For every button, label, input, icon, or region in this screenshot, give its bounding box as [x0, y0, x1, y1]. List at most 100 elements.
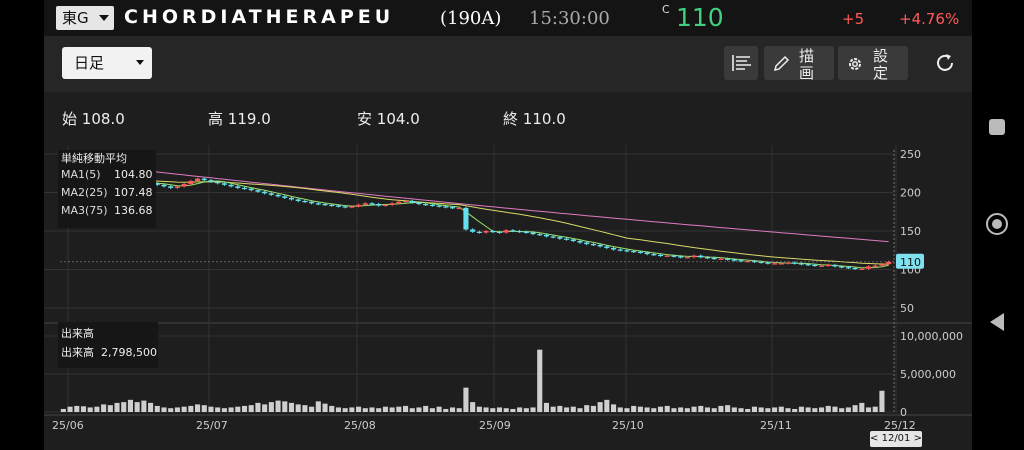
chevron-down-icon: [99, 15, 109, 21]
volume-tick-label: 5,000,000: [900, 368, 956, 381]
quote-time: 15:30:00: [529, 8, 610, 29]
android-nav-bar: [972, 0, 1024, 450]
candle-body: [879, 264, 885, 266]
recent-apps-icon[interactable]: [988, 118, 1006, 136]
volume-bar: [335, 407, 342, 412]
candle-body: [402, 200, 409, 203]
volume-bar: [295, 404, 301, 412]
candle-body: [188, 180, 194, 185]
volume-bar: [785, 408, 791, 412]
ohlc-low: 安 104.0: [357, 108, 420, 129]
volume-bar: [94, 406, 100, 412]
candle-body: [765, 262, 771, 264]
period-select[interactable]: 日足: [62, 47, 152, 79]
cursor-date[interactable]: < 12/01 >: [870, 431, 922, 447]
ohlc-high: 高 119.0: [208, 108, 271, 129]
candle-body: [812, 264, 818, 267]
volume-bar: [114, 402, 120, 412]
volume-bar: [503, 408, 509, 412]
candle-body: [181, 184, 187, 187]
candle-body: [476, 231, 482, 233]
volume-bar: [60, 408, 66, 412]
volume-bar: [376, 408, 382, 412]
volume-bar: [456, 408, 462, 412]
candle-body: [537, 234, 543, 236]
back-icon[interactable]: [988, 312, 1006, 332]
high-label: 高: [208, 110, 224, 128]
candle-body: [590, 244, 596, 246]
settings-button[interactable]: 設定: [838, 46, 908, 80]
volume-bar: [288, 402, 295, 412]
volume-bar: [436, 406, 442, 412]
last-price-tag: [896, 253, 924, 269]
volume-bar: [543, 402, 550, 412]
volume-bar: [517, 407, 523, 412]
candle-body: [745, 261, 751, 263]
volume-value: 2,798,500: [101, 346, 157, 359]
refresh-icon[interactable]: [934, 52, 956, 74]
home-icon[interactable]: [985, 212, 1009, 236]
volume-bar: [154, 405, 160, 412]
volume-bar: [121, 402, 127, 412]
volume-bar: [530, 407, 536, 412]
current-price: 110: [676, 3, 724, 32]
indicator-button[interactable]: [724, 46, 758, 80]
volume-bar: [798, 406, 804, 412]
volume-bar: [537, 349, 543, 412]
candle-body: [617, 249, 623, 251]
volume-bar: [678, 407, 684, 412]
candle-body: [865, 266, 872, 269]
volume-bar: [738, 408, 744, 412]
candle-body: [510, 230, 516, 232]
candle-body: [322, 204, 328, 206]
candle-body: [517, 231, 523, 233]
candle-body: [886, 261, 892, 265]
volume-bar: [550, 406, 556, 412]
volume-title: 出来高: [61, 327, 94, 340]
close-label: 終: [503, 110, 519, 128]
volume-bar: [127, 399, 134, 412]
volume-bar: [765, 408, 771, 412]
open-value: 108.0: [81, 110, 125, 128]
volume-bar: [570, 406, 576, 412]
volume-bar: [148, 402, 154, 412]
volume-bar: [470, 402, 476, 412]
volume-bar: [309, 406, 315, 412]
x-label: 25/06: [52, 419, 84, 432]
candle-body: [161, 184, 167, 187]
volume-bar: [194, 404, 201, 412]
candle-body: [859, 268, 865, 270]
pencil-icon: [773, 55, 790, 72]
candle-body: [443, 206, 449, 208]
candle-body: [409, 200, 415, 203]
volume-bar: [67, 406, 73, 412]
y-tick-label: 50: [900, 302, 914, 315]
ma2-line: [63, 172, 889, 265]
candle-body: [356, 204, 362, 207]
candle-body: [208, 180, 214, 182]
volume-bar: [483, 407, 489, 412]
candle-body: [698, 255, 704, 258]
candle-body: [449, 207, 456, 209]
volume-bar: [872, 406, 878, 412]
exchange-selector[interactable]: 東G: [56, 6, 114, 30]
header-bar: 東G CHORDIATHERAPEU (190A) 15:30:00 C 110…: [44, 0, 972, 36]
candle-body: [201, 178, 207, 181]
low-value: 104.0: [376, 110, 420, 128]
stock-code: (190A): [440, 8, 502, 29]
volume-bar: [671, 408, 677, 412]
candle-body: [631, 251, 637, 253]
draw-button[interactable]: 描画: [764, 46, 834, 80]
candle-body: [731, 259, 737, 261]
candle-body: [329, 204, 335, 207]
candle-body: [168, 186, 174, 188]
candle-body: [798, 263, 804, 265]
volume-bar: [87, 407, 93, 412]
volume-bar: [523, 408, 529, 412]
candle-body: [463, 207, 469, 230]
ma2-value: 107.48: [114, 186, 153, 199]
volume-bar: [241, 405, 248, 412]
candle-body: [584, 242, 590, 245]
candle-body: [490, 231, 496, 233]
